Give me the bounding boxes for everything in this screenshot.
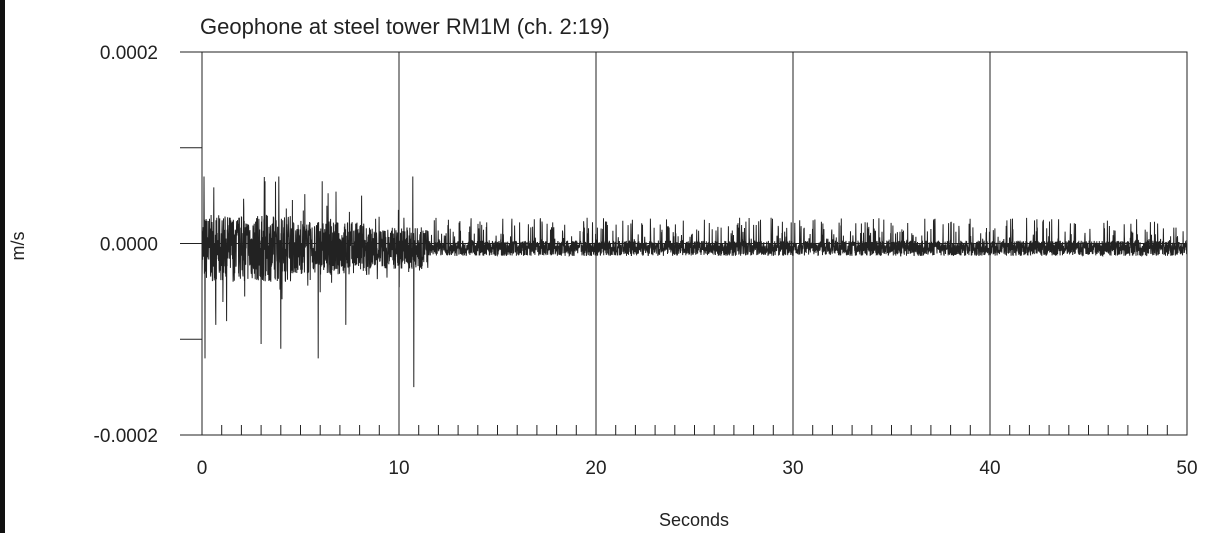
x-tick-label-0: 0 <box>197 458 208 479</box>
x-tick-label-10: 10 <box>388 458 409 479</box>
x-tick-label-20: 20 <box>585 458 606 479</box>
x-tick-label-50: 50 <box>1176 458 1197 479</box>
y-tick-label-0: -0.0002 <box>94 426 158 447</box>
x-tick-label-30: 30 <box>782 458 803 479</box>
tick-labels: 0 10 20 30 40 50 -0.0002 0.0000 0.0002 <box>94 43 1198 479</box>
x-axis-label: Seconds <box>659 510 729 530</box>
x-tick-label-40: 40 <box>979 458 1000 479</box>
axis-ticks <box>180 51 1188 436</box>
y-tick-label-2: 0.0002 <box>100 43 158 64</box>
chart-title: Geophone at steel tower RM1M (ch. 2:19) <box>200 14 610 39</box>
y-tick-label-1: 0.0000 <box>100 235 158 256</box>
y-axis-label: m/s <box>8 232 28 261</box>
left-border <box>0 0 5 533</box>
series-signal-trace <box>201 176 1188 388</box>
